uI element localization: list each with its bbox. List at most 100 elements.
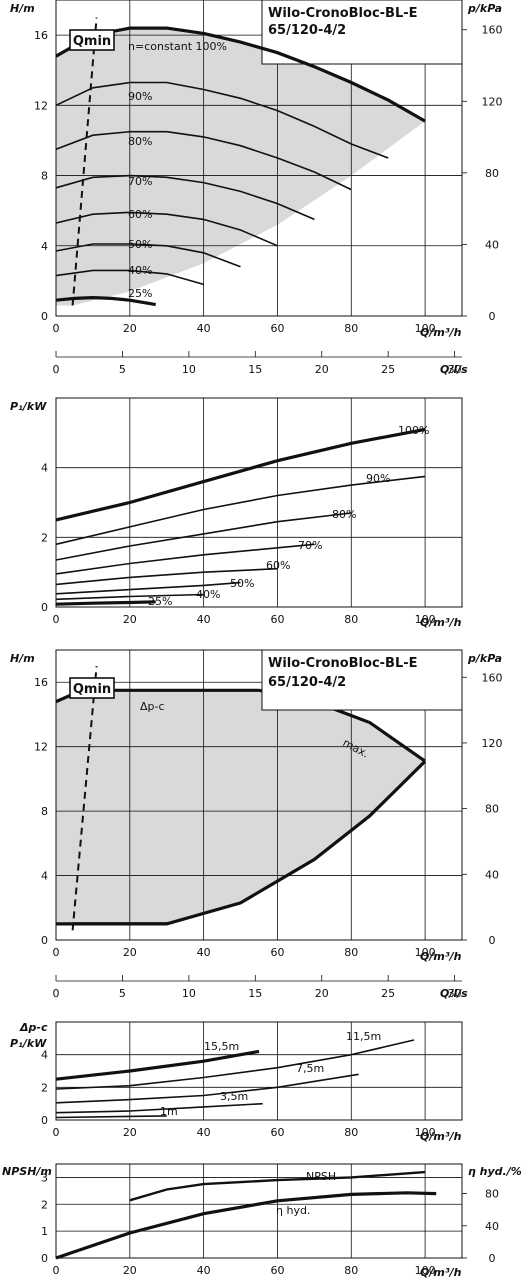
qmin-box — [69, 29, 115, 51]
y-tick-label: 0 — [41, 601, 48, 614]
curve-label: 40% — [128, 264, 152, 277]
y-tick-label: 12 — [34, 99, 48, 112]
curve-label: 3,5m — [220, 1090, 248, 1103]
x-axis-label: Q/m³/h — [420, 326, 462, 339]
right-tick-label: 0 — [489, 310, 496, 323]
x-tick-label: 20 — [123, 322, 137, 335]
curve-label: 25% — [148, 595, 172, 608]
qmin-box — [69, 677, 115, 699]
title-box — [261, 649, 463, 711]
right-tick-label: 160 — [482, 24, 503, 37]
x-axis-label: Q/m³/h — [420, 950, 462, 963]
chart-title-line2: 65/120-4/2 — [268, 675, 346, 690]
qmin-line — [71, 17, 98, 306]
ls-tick-label: 25 — [381, 363, 395, 376]
ls-tick-label: 10 — [182, 987, 196, 1000]
x-tick-label: 20 — [123, 1264, 137, 1277]
right-axis-label: η hyd./% — [468, 1165, 522, 1178]
x-axis-label: Q/m³/h — [420, 616, 462, 629]
ls-tick-label: 10 — [182, 363, 196, 376]
y-tick-label: 12 — [34, 741, 48, 754]
chart-title-line2: 65/120-4/2 — [268, 23, 346, 38]
y-axis-label: H/m — [10, 652, 35, 665]
ls-tick-label: 25 — [381, 987, 395, 1000]
power-curve-70- — [55, 543, 315, 575]
qmin-line — [71, 666, 98, 931]
x-tick-label: 0 — [53, 946, 60, 959]
y-tick-label: 8 — [41, 170, 48, 183]
power-plot-frame — [55, 397, 463, 608]
curve-label: 80% — [128, 135, 152, 148]
curve-label: 60% — [266, 559, 290, 572]
power-dpc-curve-11-5m — [55, 1039, 415, 1090]
y-tick-label: 16 — [34, 29, 48, 42]
curve-label: 90% — [128, 90, 152, 103]
head-curve-90- — [55, 81, 389, 159]
curve-label: 80% — [332, 508, 356, 521]
ls-axis-label: Q/l/s — [440, 363, 468, 376]
ls-axis-label: Q/l/s — [440, 987, 468, 1000]
right-axis-label: p/kPa — [467, 652, 502, 665]
y-axis-label: H/m — [10, 2, 35, 15]
x-axis-label: Q/m³/h — [420, 1130, 462, 1143]
head-curve-40- — [55, 269, 204, 286]
x-tick-label: 100 — [415, 613, 436, 626]
head-curve-80- — [55, 130, 352, 191]
x-tick-label: 40 — [197, 1264, 211, 1277]
x-tick-label: 80 — [344, 613, 358, 626]
ls-tick-label: 20 — [315, 363, 329, 376]
ls-tick-label: 15 — [248, 987, 262, 1000]
ls-tick-label: 0 — [53, 987, 60, 1000]
y-axis-label: P₁/kW — [10, 1037, 47, 1050]
curve-label: 15,5m — [204, 1040, 239, 1053]
power-curve-100- — [55, 427, 426, 522]
power-dpc-curve-1m — [55, 1115, 167, 1119]
y-tick-label: 2 — [41, 531, 48, 544]
chart-title-line1: Wilo-CronoBloc-BL-E — [268, 656, 418, 671]
x-tick-label: 0 — [53, 322, 60, 335]
y-tick-label: 4 — [41, 462, 48, 475]
curve-label: 25% — [128, 287, 152, 300]
x-tick-label: 100 — [415, 322, 436, 335]
qmin-label: Qmin — [73, 682, 111, 697]
ls-tick-label: 0 — [53, 363, 60, 376]
right-tick-label: 0 — [489, 1252, 496, 1265]
curve-label: 11,5m — [346, 1030, 381, 1043]
x-tick-label: 40 — [197, 322, 211, 335]
power-dpc-curve-15-5m — [55, 1049, 260, 1081]
x-tick-label: 80 — [344, 322, 358, 335]
y-tick-label: 2 — [41, 1081, 48, 1094]
curve-label: n=constant 100% — [128, 40, 227, 53]
x-tick-label: 100 — [415, 1126, 436, 1139]
curve-label: 100% — [398, 424, 429, 437]
chart-title-line1: Wilo-CronoBloc-BL-E — [268, 6, 418, 21]
right-axis-label: p/kPa — [467, 2, 502, 15]
x-tick-label: 40 — [197, 613, 211, 626]
y-tick-label: 0 — [41, 310, 48, 323]
x-tick-label: 0 — [53, 613, 60, 626]
head2-plot-frame — [55, 649, 463, 941]
y-tick-label: 4 — [41, 1049, 48, 1062]
curve-label: 90% — [366, 472, 390, 485]
x-tick-label: 60 — [270, 613, 284, 626]
x-tick-label: 100 — [415, 946, 436, 959]
power-curve-90- — [55, 475, 426, 546]
right-tick-label: 80 — [485, 803, 499, 816]
y-axis-label: P₁/kW — [10, 400, 47, 413]
power-curve-60- — [55, 567, 278, 586]
y-tick-label: 4 — [41, 240, 48, 253]
qmin-label: Qmin — [73, 34, 111, 49]
head-curve-n-constant-100- — [55, 26, 426, 123]
x-tick-label: 20 — [123, 946, 137, 959]
efficiency-curve — [55, 1191, 437, 1260]
x-tick-label: 80 — [344, 946, 358, 959]
x-tick-label: 0 — [53, 1264, 60, 1277]
head-plot-frame — [55, 0, 463, 317]
curve-label: 7,5m — [296, 1062, 324, 1075]
x-tick-label: 40 — [197, 1126, 211, 1139]
y-tick-label: 3 — [41, 1171, 48, 1184]
x-tick-label: 80 — [344, 1126, 358, 1139]
npsh-plot-frame — [55, 1163, 463, 1259]
head-curve-60- — [55, 211, 278, 247]
